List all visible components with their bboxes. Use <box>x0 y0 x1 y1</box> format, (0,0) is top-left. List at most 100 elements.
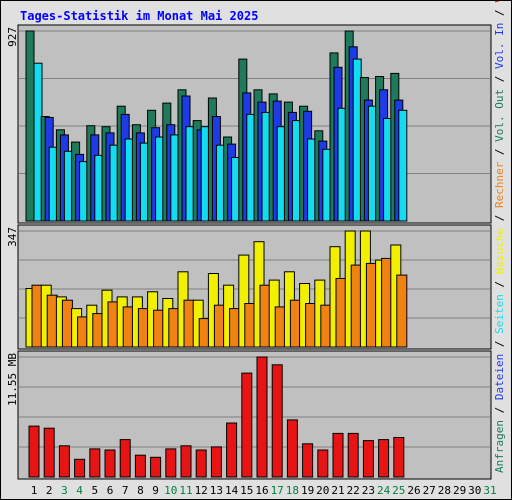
bar-volumen-day-10 <box>165 448 177 478</box>
panel-middle: 347 <box>6 224 492 350</box>
bar-volumen-day-12 <box>195 449 207 478</box>
legend-separator: / <box>493 69 506 89</box>
bar-rechner-day-19 <box>305 303 317 348</box>
max-label-middle: 347 <box>6 227 19 247</box>
bar-volumen-day-3 <box>58 445 70 478</box>
day-label-24: 24 <box>377 484 391 497</box>
day-label-3: 3 <box>61 484 68 497</box>
plot-area-bottom <box>17 350 492 480</box>
day-label-5: 5 <box>91 484 98 497</box>
bar-rechner-day-16 <box>259 284 271 348</box>
bar-rechner-day-8 <box>137 308 149 348</box>
bar-rechner-day-25 <box>396 274 408 348</box>
bar-volumen-day-5 <box>89 448 101 478</box>
panel-bottom: 11.55 MB <box>6 350 492 480</box>
day-label-30: 30 <box>468 484 481 497</box>
legend-volumen: Volumen <box>493 1 506 3</box>
bar-rechner-day-7 <box>122 306 134 348</box>
day-labels: 1 2 3 4 5 6 7 8 9 10 11 12 13 14 15 16 17 18 19 20 21 22 23 24 2… <box>31 484 497 497</box>
bar-rechner-day-9 <box>153 309 165 348</box>
bar-volumen-day-2 <box>43 427 55 478</box>
bar-rechner-day-13 <box>213 304 225 348</box>
bar-volumen-day-25 <box>393 437 405 478</box>
day-label-15: 15 <box>240 484 253 497</box>
day-label-26: 26 <box>407 484 420 497</box>
day-label-1: 1 <box>31 484 38 497</box>
right-legend: Anfragen / Dateien / Seiten / Besuche / … <box>493 1 506 473</box>
day-label-31: 31 <box>483 484 496 497</box>
bar-volumen-day-23 <box>362 440 374 478</box>
legend-separator: / <box>493 142 506 162</box>
day-label-11: 11 <box>179 484 192 497</box>
bar-rechner-day-1 <box>31 284 43 348</box>
bar-rechner-day-20 <box>320 304 332 348</box>
bar-volumen-day-9 <box>150 456 162 478</box>
bar-rechner-day-15 <box>244 303 256 348</box>
day-label-13: 13 <box>210 484 223 497</box>
bar-rechner-day-21 <box>335 278 347 348</box>
bar-volumen-day-16 <box>256 356 268 478</box>
bar-volumen-day-21 <box>332 432 344 478</box>
day-label-28: 28 <box>438 484 451 497</box>
bar-volumen-day-19 <box>302 443 314 478</box>
bar-volumen-day-17 <box>271 364 283 478</box>
day-label-22: 22 <box>347 484 360 497</box>
day-label-2: 2 <box>46 484 53 497</box>
day-label-16: 16 <box>255 484 268 497</box>
bar-rechner-day-22 <box>350 264 362 348</box>
bar-rechner-day-24 <box>381 257 393 348</box>
bar-volumen-day-20 <box>317 449 329 478</box>
bar-rechner-day-2 <box>46 294 58 348</box>
day-label-8: 8 <box>137 484 144 497</box>
bar-rechner-day-23 <box>365 262 377 348</box>
day-label-6: 6 <box>107 484 114 497</box>
bar-volumen-day-24 <box>378 439 390 478</box>
legend-besuche: Besuche <box>493 228 506 274</box>
max-label-top: 927 <box>6 27 19 47</box>
bar-besuche-day-15 <box>238 254 250 348</box>
day-label-18: 18 <box>286 484 299 497</box>
bar-volumen-day-22 <box>347 432 359 478</box>
bar-rechner-day-4 <box>77 316 89 348</box>
day-label-4: 4 <box>76 484 83 497</box>
day-label-29: 29 <box>453 484 466 497</box>
bar-rechner-day-18 <box>289 299 301 348</box>
day-label-10: 10 <box>164 484 177 497</box>
legend-rechner: Rechner <box>493 161 506 208</box>
chart-panels: 927 347 11.55 MB <box>6 24 492 480</box>
legend-separator: / <box>493 3 506 23</box>
day-label-19: 19 <box>301 484 314 497</box>
legend-separator: / <box>493 208 506 228</box>
bar-volumen-day-18 <box>286 419 298 478</box>
bar-rechner-day-5 <box>92 313 104 348</box>
day-label-12: 12 <box>195 484 208 497</box>
bar-rechner-day-12 <box>198 318 210 348</box>
bar-volumen-day-14 <box>226 422 238 478</box>
day-label-23: 23 <box>362 484 375 497</box>
bar-volumen-day-7 <box>119 439 131 478</box>
day-label-27: 27 <box>423 484 436 497</box>
max-label-bottom: 11.55 MB <box>6 353 19 406</box>
bar-volumen-day-1 <box>28 425 40 478</box>
bar-volumen-day-8 <box>134 454 146 478</box>
bar-rechner-day-3 <box>61 299 73 348</box>
bar-volumen-day-6 <box>104 449 116 478</box>
day-label-25: 25 <box>392 484 405 497</box>
legend-vol-in: Vol. In <box>493 23 506 69</box>
day-label-14: 14 <box>225 484 239 497</box>
legend-seiten: Seiten <box>493 294 506 334</box>
bar-rechner-day-14 <box>229 308 241 348</box>
bar-rechner-day-11 <box>183 299 195 348</box>
panel-top: 927 <box>6 24 492 224</box>
day-label-9: 9 <box>152 484 159 497</box>
day-label-7: 7 <box>122 484 129 497</box>
chart-title: Tages-Statistik im Monat Mai 2025 <box>20 9 258 23</box>
legend-anfragen: Anfragen <box>493 420 506 473</box>
bar-volumen-day-13 <box>210 446 222 478</box>
bar-rechner-day-6 <box>107 301 119 348</box>
day-label-20: 20 <box>316 484 329 497</box>
legend-separator: / <box>493 334 506 354</box>
legend-dateien: Dateien <box>493 354 506 400</box>
